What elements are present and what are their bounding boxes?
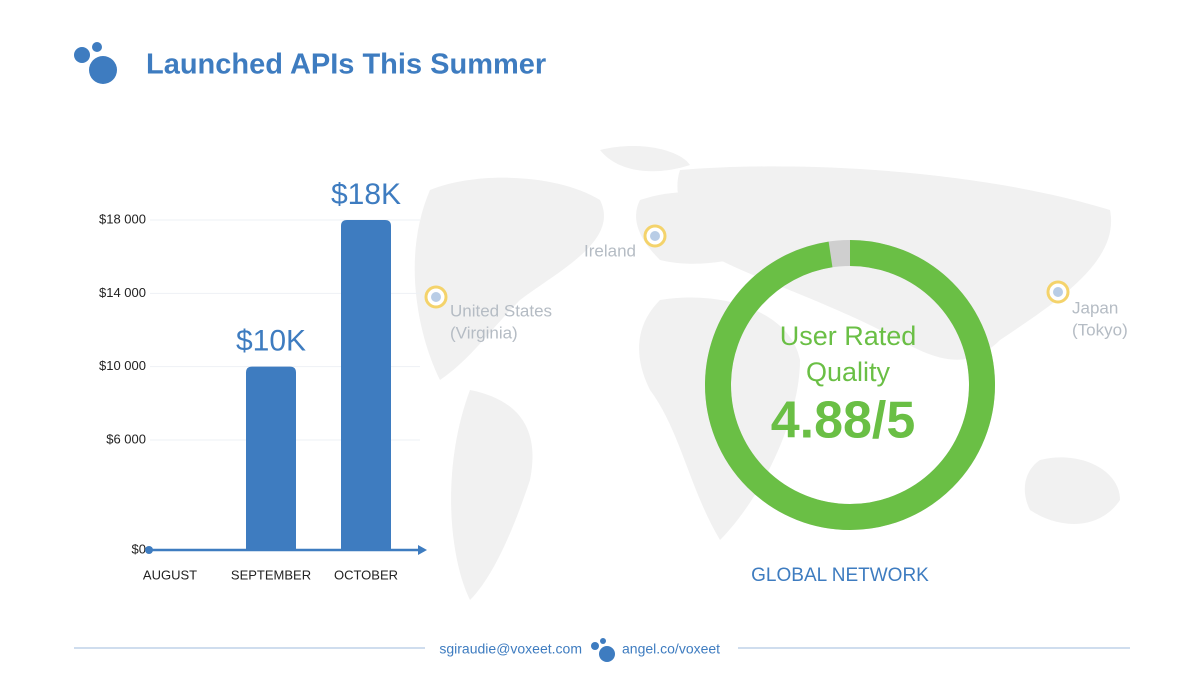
map-label: (Tokyo) [1072,320,1128,339]
y-tick-label: $0 [132,541,146,556]
x-axis-origin [145,546,153,554]
world-map [414,145,1120,600]
map-pin-dot [650,231,660,241]
footer-email: sgiraudie@voxeet.com [439,641,582,657]
map-pin-dot [1053,287,1063,297]
y-tick-label: $18 000 [99,211,146,226]
gauge-caption: GLOBAL NETWORK [751,565,929,586]
value-label: $18K [331,178,401,211]
gauge-text: Quality [806,357,891,387]
x-tick-label: OCTOBER [334,567,398,582]
bar [341,220,391,550]
map-label: Ireland [584,241,636,260]
value-label: $10K [236,325,306,358]
map-label: United States [450,301,552,320]
footer-logo [591,638,615,662]
map-pin-dot [431,292,441,302]
bar [246,366,296,550]
x-axis-arrow [418,545,427,555]
gauge-value: 4.88/5 [771,392,916,450]
gauge-text: User Rated [780,321,917,351]
x-tick-label: AUGUST [143,567,197,582]
y-tick-label: $6 000 [106,431,146,446]
y-tick-label: $14 000 [99,285,146,300]
footer-link: angel.co/voxeet [622,641,720,657]
slide-title: Launched APIs This Summer [146,49,546,81]
map-label: (Virginia) [450,323,518,342]
y-tick-label: $10 000 [99,358,146,373]
map-label: Japan [1072,298,1118,317]
gauge-arc [705,240,995,530]
logo [74,42,117,84]
x-tick-label: SEPTEMBER [231,567,311,582]
